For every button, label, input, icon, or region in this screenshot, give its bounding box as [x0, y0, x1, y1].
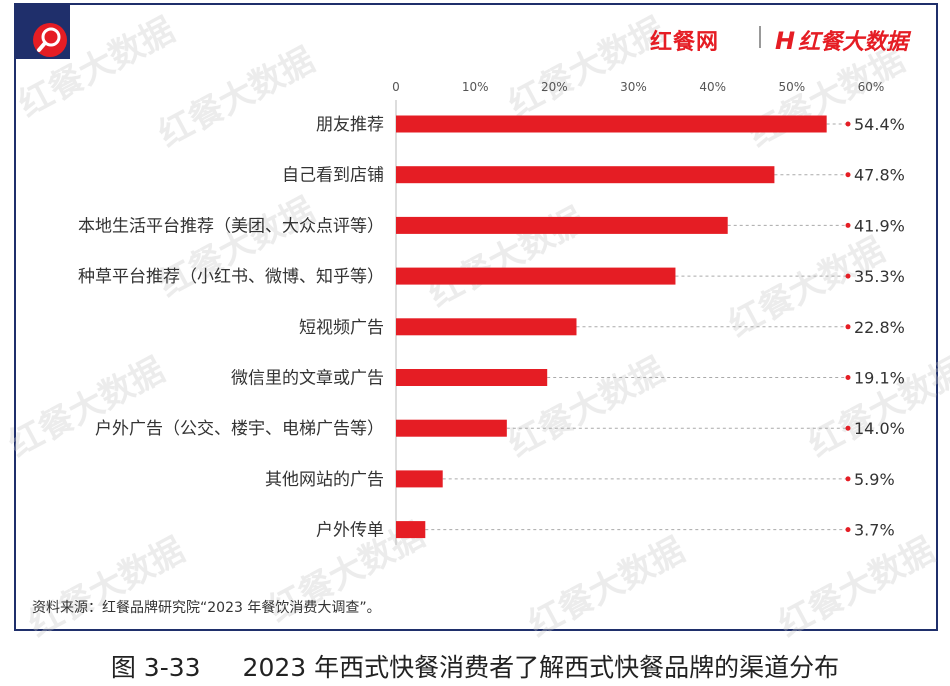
- value-label: 47.8%: [854, 166, 905, 185]
- value-label: 35.3%: [854, 267, 905, 286]
- value-label: 22.8%: [854, 318, 905, 337]
- bar: [396, 166, 775, 184]
- x-tick-label: 40%: [699, 80, 726, 94]
- hongcan-data-logo-text: 红餐大数据: [798, 30, 909, 55]
- value-label: 5.9%: [854, 470, 895, 489]
- corner-badge: [14, 3, 70, 59]
- magnifier-icon: [37, 27, 61, 52]
- hongcan-data-logo: H 红餐大数据: [775, 24, 908, 56]
- logo-divider: [759, 26, 761, 48]
- bar: [396, 216, 728, 234]
- value-dot: [845, 375, 851, 380]
- value-dot: [845, 222, 851, 228]
- bar: [396, 521, 426, 539]
- bar: [396, 419, 507, 437]
- bar: [396, 115, 827, 133]
- value-dot: [845, 172, 851, 178]
- figure-number: 图 3-33: [110, 653, 201, 682]
- category-label: 户外传单: [316, 521, 384, 541]
- value-label: 19.1%: [854, 369, 905, 388]
- category-label: 朋友推荐: [316, 115, 384, 135]
- bar: [396, 369, 548, 386]
- bar-chart: 0 10% 20% 30% 40% 50% 60% 朋友推荐 54.4% 自己看到店铺 47.8% 本…: [78, 80, 905, 545]
- chart-frame: [14, 3, 938, 631]
- value-dot: [845, 121, 851, 127]
- bar: [396, 470, 443, 488]
- x-tick-label: 60%: [858, 80, 885, 94]
- category-label: 种草平台推荐（小红书、微博、知乎等）: [78, 267, 384, 287]
- figure-title: 2023 年西式快餐消费者了解西式快餐品牌的渠道分布: [242, 653, 840, 682]
- value-label: 54.4%: [854, 115, 905, 134]
- category-label: 其他网站的广告: [265, 470, 384, 490]
- category-label: 自己看到店铺: [282, 166, 384, 186]
- bar: [396, 267, 676, 285]
- value-dot: [845, 425, 851, 431]
- category-label: 本地生活平台推荐（美团、大众点评等）: [78, 216, 384, 236]
- hongcan-logo: 红餐网: [650, 30, 720, 55]
- hongcan-mark-icon: H: [775, 27, 796, 55]
- value-label: 14.0%: [854, 419, 905, 438]
- value-dot: [845, 476, 851, 482]
- category-label: 户外广告（公交、楼宇、电梯广告等）: [95, 419, 384, 439]
- value-dot: [845, 527, 851, 533]
- category-label: 微信里的文章或广告: [231, 369, 384, 389]
- value-dot: [845, 324, 851, 330]
- value-label: 3.7%: [854, 521, 895, 540]
- source-note: 资料来源：红餐品牌研究院“2023 年餐饮消费大调查”。: [32, 600, 381, 616]
- category-label: 短视频广告: [299, 318, 384, 338]
- x-tick-label: 0: [392, 80, 400, 94]
- value-dot: [845, 273, 851, 279]
- x-tick-label: 50%: [778, 80, 805, 94]
- bar: [396, 318, 577, 336]
- x-tick-label: 30%: [620, 80, 647, 94]
- value-label: 41.9%: [854, 216, 905, 235]
- x-tick-label: 10%: [462, 80, 489, 94]
- figure-caption: 图 3-33 2023 年西式快餐消费者了解西式快餐品牌的渠道分布: [0, 648, 950, 684]
- x-tick-label: 20%: [541, 80, 568, 94]
